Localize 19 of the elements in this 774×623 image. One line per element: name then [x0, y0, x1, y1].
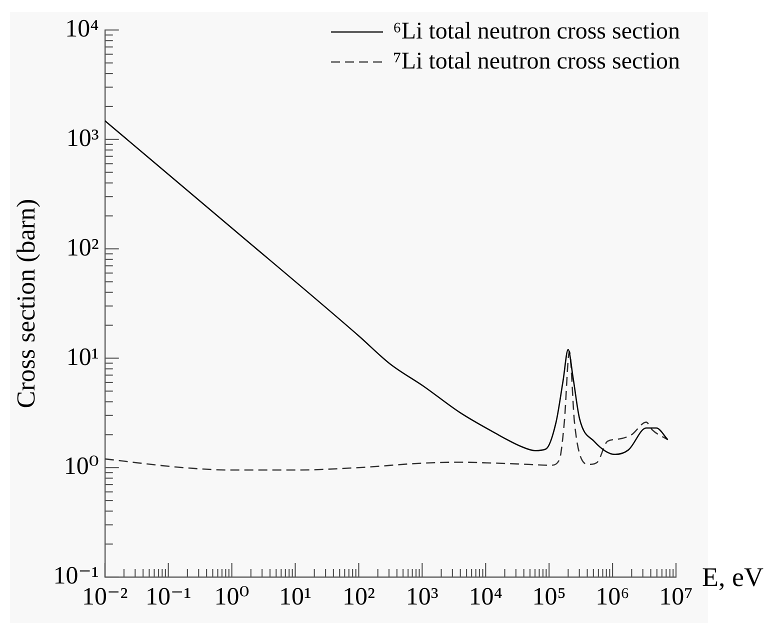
x-tick-label: 10⁴	[468, 584, 503, 611]
y-tick-label: 10⁴	[65, 16, 100, 43]
x-tick-label: 10⁵	[532, 584, 566, 611]
x-tick-label: 10¹	[279, 584, 312, 611]
y-tick-label: 10²	[66, 234, 99, 262]
legend-label: ⁷Li total neutron cross section	[393, 48, 680, 74]
legend-label: ⁶Li total neutron cross section	[393, 18, 680, 44]
x-tick-label: 10³	[406, 584, 439, 611]
x-axis-title: E, eV	[702, 562, 764, 592]
x-tick-label: 10⁷	[659, 584, 693, 611]
y-axis-title: Cross section (barn)	[11, 198, 40, 408]
x-tick-label: 10²	[342, 584, 375, 611]
y-tick-label: 10³	[66, 124, 100, 152]
x-tick-label: 10⁻²	[82, 584, 128, 611]
y-tick-label: 10⁰	[64, 453, 99, 480]
x-tick-label: 10⁶	[596, 584, 630, 611]
x-tick-label: 10⁰	[214, 584, 250, 611]
x-tick-label: 10⁻¹	[145, 584, 192, 611]
y-tick-label: 10¹	[66, 344, 99, 371]
